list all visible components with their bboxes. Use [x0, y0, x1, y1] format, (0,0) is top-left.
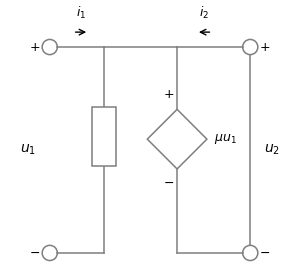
Bar — [92, 107, 116, 166]
Text: +: + — [29, 41, 40, 54]
Text: $i_2$: $i_2$ — [199, 5, 209, 21]
Text: $u_2$: $u_2$ — [264, 143, 280, 157]
Polygon shape — [147, 109, 207, 169]
Text: −: − — [30, 246, 40, 259]
Text: +: + — [164, 88, 174, 101]
Text: +: + — [260, 41, 271, 54]
Text: $i_1$: $i_1$ — [76, 5, 86, 21]
Text: −: − — [260, 246, 270, 259]
Text: −: − — [164, 177, 174, 190]
Text: $\mu u_1$: $\mu u_1$ — [214, 132, 236, 146]
Text: $u_1$: $u_1$ — [20, 143, 36, 157]
